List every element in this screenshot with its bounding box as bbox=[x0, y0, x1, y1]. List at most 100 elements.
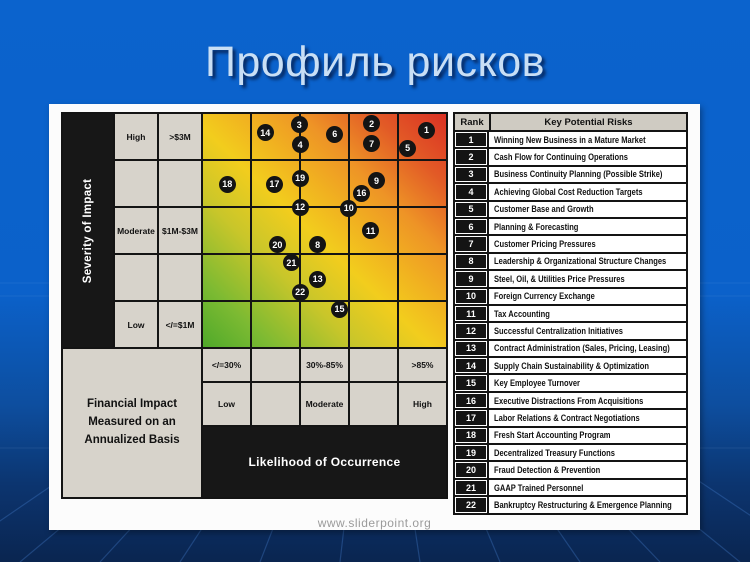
risk-point: 15 bbox=[331, 300, 349, 318]
table-row: 10 Foreign Currency Exchange bbox=[455, 288, 686, 306]
rank-cell: 2 bbox=[455, 149, 489, 165]
risk-point: 2 bbox=[363, 115, 381, 133]
table-row: 15 Key Employee Turnover bbox=[455, 375, 686, 393]
rank-cell: 11 bbox=[455, 305, 489, 322]
rank-number: 11 bbox=[456, 306, 486, 321]
rank-cell: 8 bbox=[455, 253, 489, 270]
severity-level-cell: Low bbox=[115, 302, 157, 347]
risk-point: 16 bbox=[352, 184, 370, 202]
rank-number: 1 bbox=[456, 133, 486, 147]
likelihood-pct-cell: </=30% bbox=[203, 349, 250, 381]
likelihood-word-cell: Low bbox=[203, 383, 250, 425]
risk-point: 13 bbox=[309, 270, 327, 288]
risk-point: 6 bbox=[326, 125, 344, 143]
table-row: 14 Supply Chain Sustainability & Optimiza… bbox=[455, 358, 686, 376]
table-row: 8 Leadership & Organizational Structure C… bbox=[455, 253, 686, 272]
table-row: 16 Executive Distractions From Acquisitio… bbox=[455, 392, 686, 411]
rank-number: 7 bbox=[456, 237, 486, 251]
rank-number: 14 bbox=[456, 359, 486, 373]
risk-cell: Steel, Oil, & Utilities Price Pressures bbox=[489, 271, 686, 286]
rank-cell: 5 bbox=[455, 201, 489, 217]
risk-cell: Executive Distractions From Acquisitions bbox=[489, 393, 686, 408]
severity-level-cell: Moderate bbox=[115, 208, 157, 253]
rank-cell: 1 bbox=[455, 132, 489, 148]
risk-label: Foreign Currency Exchange bbox=[494, 291, 595, 302]
risk-label: Contract Administration (Sales, Pricing,… bbox=[494, 343, 670, 354]
risk-cell: Customer Base and Growth bbox=[489, 202, 686, 217]
risk-table-header: Rank Key Potential Risks bbox=[455, 114, 686, 132]
risk-table-body: 1 Winning New Business in a Mature Market… bbox=[455, 132, 686, 513]
likelihood-pct-cell: 30%-85% bbox=[301, 349, 348, 381]
grid-line bbox=[203, 159, 446, 161]
grid-line bbox=[397, 114, 399, 347]
rank-number: 10 bbox=[456, 289, 486, 303]
rank-number: 21 bbox=[456, 480, 486, 495]
table-row: 19 Decentralized Treasury Functions bbox=[455, 445, 686, 463]
rank-cell: 19 bbox=[455, 445, 489, 461]
grid-line bbox=[348, 114, 350, 347]
risk-cell: Foreign Currency Exchange bbox=[489, 289, 686, 304]
risk-matrix: Severity of Impact High >$3M Moderate $1… bbox=[61, 112, 448, 499]
likelihood-word-cell bbox=[252, 383, 299, 425]
grid-line bbox=[203, 253, 446, 255]
risk-point: 14 bbox=[256, 124, 274, 142]
content-panel: Severity of Impact High >$3M Moderate $1… bbox=[49, 104, 700, 530]
rank-number: 3 bbox=[456, 167, 486, 182]
rank-cell: 16 bbox=[455, 392, 489, 409]
risk-point: 12 bbox=[291, 198, 309, 216]
rank-cell: 3 bbox=[455, 166, 489, 183]
risk-cell: Decentralized Treasury Functions bbox=[489, 445, 686, 460]
rank-number: 4 bbox=[456, 185, 486, 199]
rank-number: 13 bbox=[456, 341, 486, 356]
severity-range-cell: </=$1M bbox=[159, 302, 201, 347]
likelihood-axis-label: Likelihood of Occurrence bbox=[203, 427, 446, 497]
table-row: 4 Achieving Global Cost Reduction Targets bbox=[455, 184, 686, 202]
risk-point: 11 bbox=[362, 222, 380, 240]
risk-label: Bankruptcy Restructuring & Emergence Pla… bbox=[494, 499, 672, 510]
rank-cell: 15 bbox=[455, 375, 489, 391]
grid-line bbox=[203, 206, 446, 208]
risk-point: 8 bbox=[309, 236, 327, 254]
severity-axis: Severity of Impact bbox=[63, 114, 113, 347]
likelihood-word-cell: Moderate bbox=[301, 383, 348, 425]
severity-level-cell: High bbox=[115, 114, 157, 159]
risk-point: 1 bbox=[418, 121, 436, 139]
table-row: 13 Contract Administration (Sales, Pricin… bbox=[455, 340, 686, 359]
rank-cell: 4 bbox=[455, 184, 489, 200]
risk-point: 17 bbox=[265, 175, 283, 193]
risk-point: 19 bbox=[291, 169, 309, 187]
risk-label: Fraud Detection & Prevention bbox=[494, 465, 601, 476]
rank-number: 17 bbox=[456, 411, 486, 425]
risk-table: Rank Key Potential Risks 1 Winning New Bu… bbox=[453, 112, 688, 515]
grid-line bbox=[250, 114, 252, 347]
rank-cell: 13 bbox=[455, 340, 489, 357]
risk-label: Fresh Start Accounting Program bbox=[494, 430, 611, 441]
risk-point: 10 bbox=[340, 199, 358, 217]
rank-number: 18 bbox=[456, 428, 486, 443]
risk-cell: Leadership & Organizational Structure Ch… bbox=[489, 254, 686, 269]
severity-axis-label: Severity of Impact bbox=[82, 178, 94, 283]
risk-label: Supply Chain Sustainability & Optimizati… bbox=[494, 360, 649, 371]
rank-cell: 7 bbox=[455, 236, 489, 252]
risk-cell: Cash Flow for Continuing Operations bbox=[489, 149, 686, 164]
risk-label: Customer Pricing Pressures bbox=[494, 239, 596, 250]
rank-number: 5 bbox=[456, 202, 486, 216]
risk-point: 22 bbox=[291, 283, 309, 301]
risks-header: Key Potential Risks bbox=[544, 116, 633, 128]
table-row: 20 Fraud Detection & Prevention bbox=[455, 462, 686, 480]
table-row: 7 Customer Pricing Pressures bbox=[455, 236, 686, 254]
risk-cell: Contract Administration (Sales, Pricing,… bbox=[489, 341, 686, 356]
risk-label: Labor Relations & Contract Negotiations bbox=[494, 412, 640, 423]
severity-level-cell bbox=[115, 161, 157, 206]
risk-label: Business Continuity Planning (Possible S… bbox=[494, 169, 663, 180]
risk-cell: Fresh Start Accounting Program bbox=[489, 428, 686, 443]
rank-cell: 18 bbox=[455, 427, 489, 444]
risk-label: Executive Distractions From Acquisitions bbox=[494, 395, 644, 406]
risk-label: GAAP Trained Personnel bbox=[494, 482, 584, 493]
table-row: 18 Fresh Start Accounting Program bbox=[455, 427, 686, 446]
table-row: 5 Customer Base and Growth bbox=[455, 201, 686, 219]
severity-range-cell bbox=[159, 255, 201, 300]
financial-impact-note: Financial Impact Measured on an Annualiz… bbox=[63, 349, 201, 497]
risk-cell: Planning & Forecasting bbox=[489, 219, 686, 234]
risk-point: 5 bbox=[399, 139, 417, 157]
